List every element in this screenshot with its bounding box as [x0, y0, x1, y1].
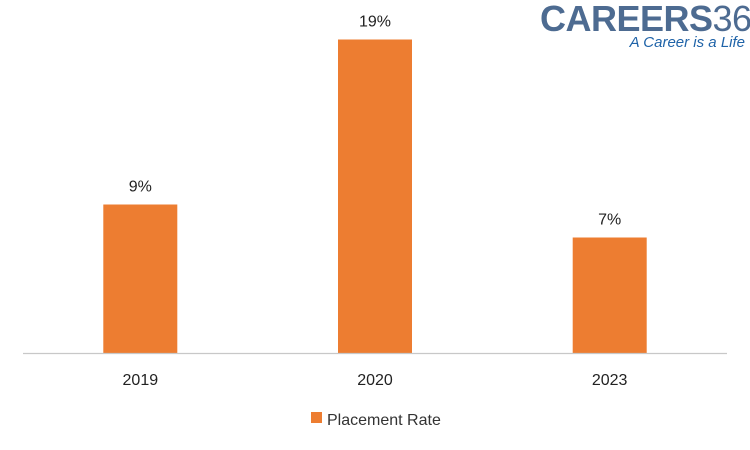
logo-tagline: A Career is a Life: [629, 34, 745, 51]
x-tick-label-2023: 2023: [592, 372, 628, 389]
data-label-2019: 9%: [129, 179, 152, 196]
data-label-2020: 19%: [359, 14, 391, 31]
logo-brand-number: 360: [712, 0, 750, 39]
bar-2019: [103, 204, 178, 353]
bar-2020: [338, 39, 412, 353]
bar-2023: [572, 237, 647, 353]
data-label-2023: 7%: [598, 212, 621, 229]
legend-label: Placement Rate: [327, 412, 441, 429]
legend-swatch: [311, 412, 322, 423]
careers360-logo: CAREERS360: [540, 0, 750, 38]
x-tick-label-2020: 2020: [357, 372, 393, 389]
x-tick-label-2019: 2019: [123, 372, 159, 389]
logo-brand-text: CAREERS: [540, 0, 713, 39]
